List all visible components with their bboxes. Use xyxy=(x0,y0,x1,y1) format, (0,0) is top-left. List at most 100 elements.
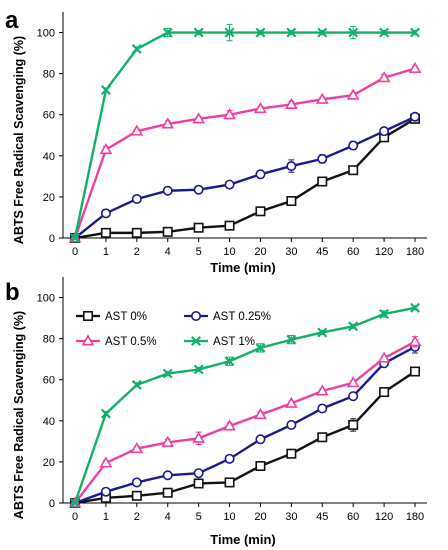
x-tick-label-b: 180 xyxy=(406,511,424,523)
data-point-ast-0-25--b xyxy=(193,468,204,479)
legend-swatch-marker-ast-0-25- xyxy=(191,310,202,321)
data-point-ast-1--b xyxy=(162,368,173,379)
x-tick-label-b: 10 xyxy=(223,511,235,523)
data-point-ast-1--b xyxy=(286,334,297,345)
x-axis-label-b: Time (min) xyxy=(210,532,276,547)
x-tick-label-a: 120 xyxy=(375,246,393,258)
data-point-ast-1--a xyxy=(100,85,111,96)
data-point-ast-0-5--a xyxy=(254,101,267,114)
legend-swatch-marker-ast-0-5- xyxy=(81,334,95,346)
data-point-ast-0--b xyxy=(162,487,173,498)
data-point-ast-0-25--a xyxy=(255,169,266,180)
data-point-ast-1--a xyxy=(131,44,142,54)
y-tick-label-b: 100 xyxy=(37,293,55,305)
data-point-ast-0-5--b xyxy=(346,376,360,388)
data-point-ast-1--b xyxy=(131,379,142,390)
data-point-ast-0-5--a xyxy=(192,112,206,124)
x-tick-label-b: 0 xyxy=(72,511,78,523)
data-point-ast-0--b xyxy=(193,478,204,489)
data-point-ast-0--a xyxy=(162,226,173,237)
series-ast-1--a xyxy=(70,23,420,243)
x-tick-label-a: 2 xyxy=(134,246,140,258)
data-point-ast-1--a xyxy=(348,27,359,38)
data-point-ast-1--b xyxy=(317,327,328,338)
data-point-ast-1--b xyxy=(224,356,235,367)
x-tick-label-a: 60 xyxy=(347,246,359,258)
x-tick-label-a: 1 xyxy=(103,246,109,258)
data-point-ast-0-25--b xyxy=(348,391,359,402)
data-point-ast-0-25--a xyxy=(162,185,173,196)
data-point-ast-1--b xyxy=(410,302,420,313)
data-point-ast-0-25--b xyxy=(317,403,328,414)
y-tick-label-b: 20 xyxy=(43,457,55,469)
data-point-ast-1--a xyxy=(193,27,204,38)
data-point-ast-0-25--a xyxy=(409,111,420,122)
data-point-ast-0-5--a xyxy=(377,71,391,83)
data-point-ast-0-25--a xyxy=(131,193,142,204)
data-point-ast-0--b xyxy=(409,366,420,377)
data-point-ast-0--b xyxy=(379,387,390,398)
data-point-ast-0-5--b xyxy=(284,396,298,408)
series-line-ast-0--b xyxy=(74,370,416,505)
legend-b: AST 0% AST 0.25% AST 0.5% AST 1% xyxy=(76,310,271,348)
series-line-ast-1--b xyxy=(73,306,416,504)
data-point-ast-0--a xyxy=(100,227,111,238)
legend-label-ast-0-: AST 0% xyxy=(105,311,147,323)
data-point-ast-0-5--a xyxy=(161,117,175,129)
series-ast-1--b xyxy=(70,302,420,508)
data-point-ast-0-25--a xyxy=(193,184,204,195)
data-point-ast-0-25--a xyxy=(348,140,359,151)
data-point-ast-0-5--b xyxy=(408,335,422,347)
legend-swatch-marker-ast-1- xyxy=(191,336,201,346)
data-point-ast-0-5--b xyxy=(99,456,113,468)
legend-label-ast-0-25-: AST 0.25% xyxy=(213,311,271,323)
x-tick-label-b: 5 xyxy=(196,511,202,523)
legend-swatch-marker-ast-0- xyxy=(83,310,94,321)
data-point-ast-0-25--a xyxy=(286,161,297,172)
y-tick-label-a: 60 xyxy=(43,110,55,122)
series-ast-0-5--b xyxy=(68,335,422,508)
y-tick-label-a: 40 xyxy=(43,151,55,163)
y-tick-label-a: 100 xyxy=(37,28,55,40)
data-point-ast-1--a xyxy=(286,27,297,38)
data-point-ast-0--a xyxy=(286,196,297,207)
data-point-ast-0-5--b xyxy=(161,435,175,447)
y-axis-label-b: ABTS Free Radical Scavenging (%) xyxy=(12,311,26,519)
data-point-ast-0--b xyxy=(255,461,266,472)
legend-item-ast-0-: AST 0% xyxy=(76,310,147,323)
data-point-ast-0--a xyxy=(131,227,142,238)
data-point-ast-1--b xyxy=(193,364,204,375)
series-line-ast-0--a xyxy=(74,117,416,240)
data-point-ast-0--b xyxy=(286,448,297,459)
x-tick-label-b: 1 xyxy=(103,511,109,523)
x-axis-label-a: Time (min) xyxy=(210,260,276,275)
x-tick-label-a: 5 xyxy=(196,246,202,258)
data-point-ast-0-5--b xyxy=(315,384,329,396)
data-point-ast-0-5--a xyxy=(315,92,329,104)
x-tick-label-b: 4 xyxy=(165,511,171,523)
legend-item-ast-0-25-: AST 0.25% xyxy=(184,310,271,323)
data-point-ast-0-5--a xyxy=(284,97,298,109)
x-tick-label-b: 30 xyxy=(285,511,297,523)
data-point-ast-0-25--b xyxy=(255,434,266,445)
legend-item-ast-0-5-: AST 0.5% xyxy=(76,334,157,348)
data-point-ast-0-25--b xyxy=(100,486,111,497)
series-line-ast-0-5--b xyxy=(74,340,416,504)
data-point-ast-1--a xyxy=(317,27,328,38)
y-axis-label-a: ABTS Free Radical Scavenging (%) xyxy=(12,36,26,244)
data-point-ast-0-25--a xyxy=(379,126,390,137)
legend-item-ast-1-: AST 1% xyxy=(184,336,255,348)
x-tick-label-b: 120 xyxy=(375,511,393,523)
legend-label-ast-1-: AST 1% xyxy=(213,336,255,348)
data-point-ast-0--b xyxy=(131,490,142,501)
data-point-ast-1--b xyxy=(379,309,390,319)
data-point-ast-0--a xyxy=(224,220,235,231)
y-tick-label-b: 80 xyxy=(43,334,55,346)
data-point-ast-0-5--b xyxy=(254,408,267,420)
data-point-ast-0-5--a xyxy=(408,61,422,73)
panel-label-a: a xyxy=(5,7,19,34)
data-point-ast-0-25--a xyxy=(100,208,111,219)
x-tick-label-a: 0 xyxy=(72,246,78,258)
